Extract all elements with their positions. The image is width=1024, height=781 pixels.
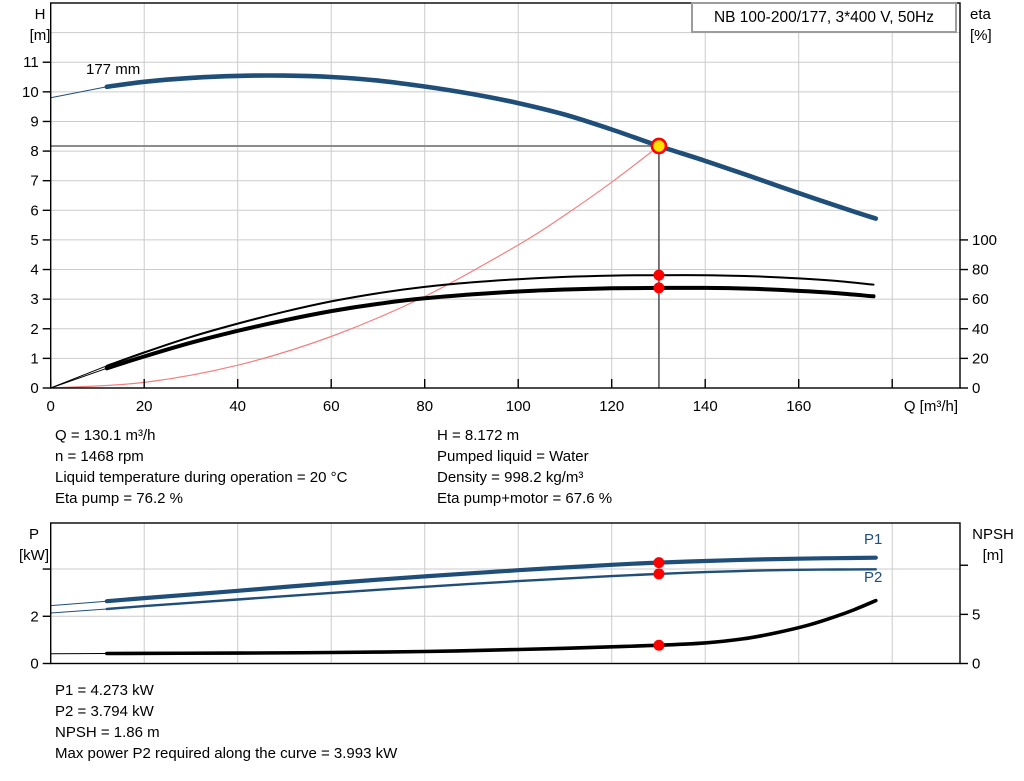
- duty-point[interactable]: [650, 137, 668, 155]
- duty-results-left: Q = 130.1 m³/h n = 1468 rpm Liquid tempe…: [55, 425, 347, 509]
- p-axis-label-line1: P: [28, 526, 39, 543]
- x-tick-label: 80: [416, 398, 433, 415]
- p1-curve-lead: [50, 600, 107, 607]
- y-right-tick-label: 40: [972, 321, 989, 338]
- y-right-tick-label: 80: [972, 262, 989, 279]
- system-curve: [50, 145, 660, 389]
- p2-curve: [50, 568, 877, 614]
- npsh-point: [653, 639, 665, 651]
- y-tick-label: 0: [30, 380, 38, 397]
- result-eta-pump: Eta pump = 76.2 %: [55, 490, 183, 507]
- head-curve-lead: [50, 86, 107, 99]
- eta-pump-motor-point: [653, 282, 665, 294]
- y-tick-label: 8: [30, 143, 38, 160]
- axis-ticks: 0 2 0 5: [30, 564, 980, 673]
- qh-chart: 0 1 2 3 4 5 6 7 8 9 10 11 0 20 40 60 80 100 0 20 40 60 80 100 12…: [22, 2, 997, 415]
- h-axis-label: H [m]: [20, 4, 60, 46]
- p2-point: [653, 568, 665, 580]
- x-tick-label: 0: [47, 398, 55, 415]
- y-tick-label: 10: [22, 84, 39, 101]
- y-tick-label: 9: [30, 113, 38, 130]
- p2-curve-lead: [50, 608, 107, 614]
- h-axis-label-line1: H: [34, 6, 46, 23]
- y-tick-label: 2: [30, 608, 38, 625]
- p1-point: [653, 557, 665, 569]
- y-right-tick-label: 5: [972, 606, 980, 623]
- y-right-tick-label: 0: [972, 656, 980, 673]
- x-tick-label: 120: [599, 398, 624, 415]
- npsh-axis-label-line2: [m]: [982, 547, 1004, 564]
- h-axis-label-line2: [m]: [29, 27, 51, 44]
- plot-frame: [50, 522, 961, 665]
- y-tick-label: 4: [30, 262, 38, 279]
- result-speed: n = 1468 rpm: [55, 448, 144, 465]
- power-results: P1 = 4.273 kW P2 = 3.794 kW NPSH = 1.86 …: [55, 680, 397, 764]
- result-q: Q = 130.1 m³/h: [55, 427, 156, 444]
- p2-curve-label: P2: [864, 569, 883, 586]
- x-tick-label: 40: [229, 398, 246, 415]
- power-npsh-chart: 0 2 0 5: [30, 522, 980, 673]
- result-npsh: NPSH = 1.86 m: [55, 724, 160, 741]
- x-tick-label: 140: [693, 398, 718, 415]
- result-liquid-temperature: Liquid temperature during operation = 20…: [55, 469, 348, 486]
- result-density: Density = 998.2 kg/m³: [437, 469, 584, 486]
- eta-pump-motor-curve-lead: [50, 367, 107, 389]
- npsh-axis-label-line1: NPSH: [972, 526, 1014, 543]
- pump-title-box: NB 100-200/177, 3*400 V, 50Hz: [691, 2, 957, 33]
- result-pumped-liquid: Pumped liquid = Water: [437, 448, 589, 465]
- y-right-tick-label: 60: [972, 291, 989, 308]
- y-right-tick-label: 0: [972, 380, 980, 397]
- q-axis-label: Q [m³/h]: [903, 398, 958, 415]
- duty-reference-lines: [50, 144, 660, 388]
- npsh-curve: [50, 598, 878, 656]
- x-tick-label: 100: [506, 398, 531, 415]
- eta-axis-label: eta [%]: [970, 4, 1022, 46]
- npsh-axis-label: NPSH [m]: [962, 524, 1024, 566]
- result-p1: P1 = 4.273 kW: [55, 682, 154, 699]
- y-right-tick-label: 100: [972, 232, 997, 249]
- y-right-tick-label: 20: [972, 350, 989, 367]
- y-tick-label: 0: [30, 656, 38, 673]
- p1-curve: [50, 555, 878, 607]
- y-tick-label: 7: [30, 173, 38, 190]
- axis-ticks: 0 1 2 3 4 5 6 7 8 9 10 11 0 20 40 60 80 100 0 20 40 60 80 100 12…: [22, 54, 997, 415]
- eta-pump-curve: [50, 274, 875, 389]
- markers: [650, 137, 668, 294]
- eta-axis-label-line2: [%]: [970, 27, 992, 44]
- x-tick-label: 20: [136, 398, 153, 415]
- p1-curve-label: P1: [864, 531, 883, 548]
- x-tick-label: 60: [323, 398, 340, 415]
- y-tick-label: 1: [30, 350, 38, 367]
- head-curve: [50, 73, 879, 221]
- result-h: H = 8.172 m: [437, 427, 520, 444]
- result-eta-pump-motor: Eta pump+motor = 67.6 %: [437, 490, 613, 507]
- impeller-size-label: 177 mm: [86, 61, 141, 78]
- eta-axis-label-line1: eta: [970, 6, 991, 23]
- p-axis-label: P [kW]: [12, 524, 56, 566]
- x-tick-label: 160: [786, 398, 811, 415]
- duty-results-right: H = 8.172 m Pumped liquid = Water Densit…: [437, 425, 612, 509]
- y-tick-label: 6: [30, 202, 38, 219]
- y-tick-label: 5: [30, 232, 38, 249]
- eta-pump-motor-curve: [50, 285, 876, 389]
- gridlines: [50, 523, 960, 664]
- result-max-p2: Max power P2 required along the curve = …: [55, 745, 398, 762]
- markers: [653, 557, 665, 651]
- y-tick-label: 3: [30, 291, 38, 308]
- eta-pump-point: [653, 269, 665, 281]
- p-axis-label-line2: [kW]: [19, 547, 49, 564]
- y-tick-label: 2: [30, 321, 38, 338]
- plot-frame: [50, 2, 961, 389]
- gridlines: [50, 3, 960, 388]
- y-tick-label: 11: [23, 54, 39, 71]
- result-p2: P2 = 3.794 kW: [55, 703, 154, 720]
